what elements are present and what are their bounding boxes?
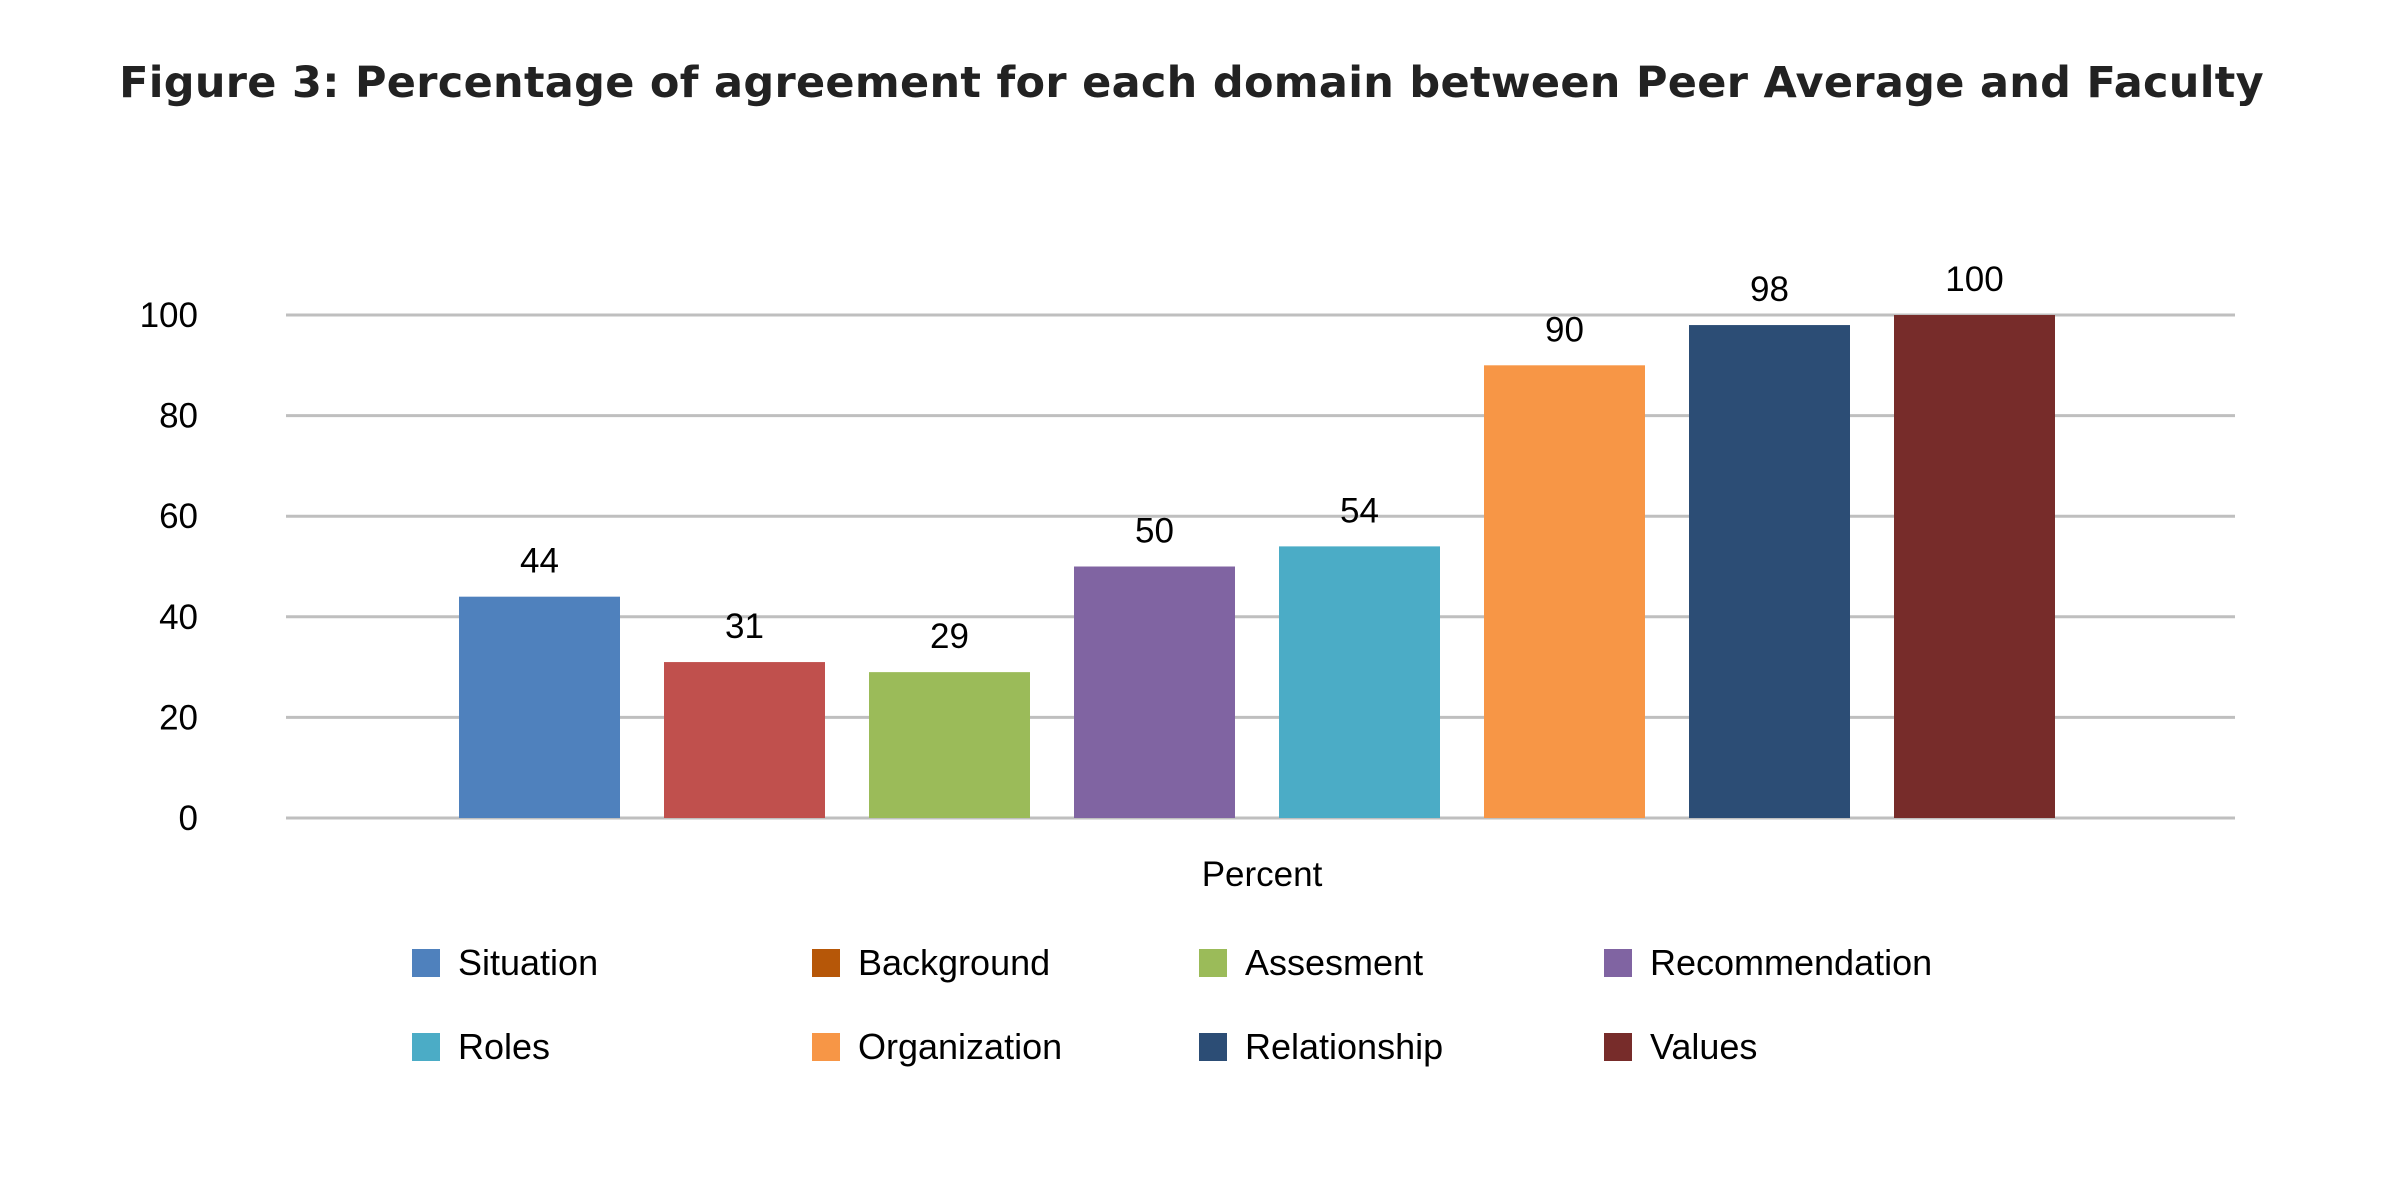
legend-swatch — [812, 1033, 840, 1061]
legend-swatch — [412, 1033, 440, 1061]
x-axis-label: Percent — [1201, 855, 1323, 894]
y-tick-label: 100 — [140, 296, 198, 335]
legend-label: Organization — [858, 1026, 1063, 1067]
bar-recommendation — [1074, 566, 1235, 818]
y-tick-label: 80 — [159, 397, 198, 436]
y-tick-label: 0 — [179, 799, 198, 838]
bar-background — [664, 662, 825, 818]
y-tick-label: 60 — [159, 497, 198, 536]
legend-label: Background — [858, 942, 1051, 983]
data-label: 29 — [930, 617, 969, 656]
legend-label: Relationship — [1245, 1026, 1444, 1067]
data-label: 90 — [1545, 310, 1584, 349]
legend-item: Relationship — [1199, 1026, 1443, 1068]
bar-relationship — [1689, 325, 1850, 818]
legend-label: Roles — [458, 1026, 551, 1067]
legend-label: Assesment — [1245, 942, 1424, 983]
legend-item: Organization — [812, 1026, 1062, 1068]
legend-label: Values — [1650, 1026, 1758, 1067]
legend-label: Recommendation — [1650, 942, 1933, 983]
bar-situation — [459, 596, 620, 818]
legend-swatch — [1199, 1033, 1227, 1061]
legend-item: Recommendation — [1604, 942, 1932, 984]
bar-roles — [1279, 546, 1440, 818]
data-label: 98 — [1750, 270, 1789, 309]
y-tick-label: 40 — [159, 598, 198, 637]
bar-assesment — [869, 672, 1030, 818]
data-label: 44 — [520, 542, 559, 581]
legend-item: Roles — [412, 1026, 550, 1068]
bar-organization — [1484, 365, 1645, 818]
legend-item: Values — [1604, 1026, 1757, 1068]
legend-label: Situation — [458, 942, 599, 983]
data-label: 50 — [1135, 512, 1174, 551]
y-tick-label: 20 — [159, 698, 198, 737]
bar-values — [1894, 315, 2055, 818]
legend-swatch — [412, 949, 440, 977]
data-label: 31 — [725, 607, 764, 646]
legend-item: Situation — [412, 942, 598, 984]
legend-swatch — [812, 949, 840, 977]
legend-item: Assesment — [1199, 942, 1423, 984]
legend-item: Background — [812, 942, 1050, 984]
data-label: 100 — [1945, 260, 2003, 299]
legend-swatch — [1604, 1033, 1632, 1061]
chart-title: Figure 3: Percentage of agreement for ea… — [119, 58, 2264, 108]
legend-swatch — [1199, 949, 1227, 977]
data-label: 54 — [1340, 491, 1379, 530]
legend-swatch — [1604, 949, 1632, 977]
